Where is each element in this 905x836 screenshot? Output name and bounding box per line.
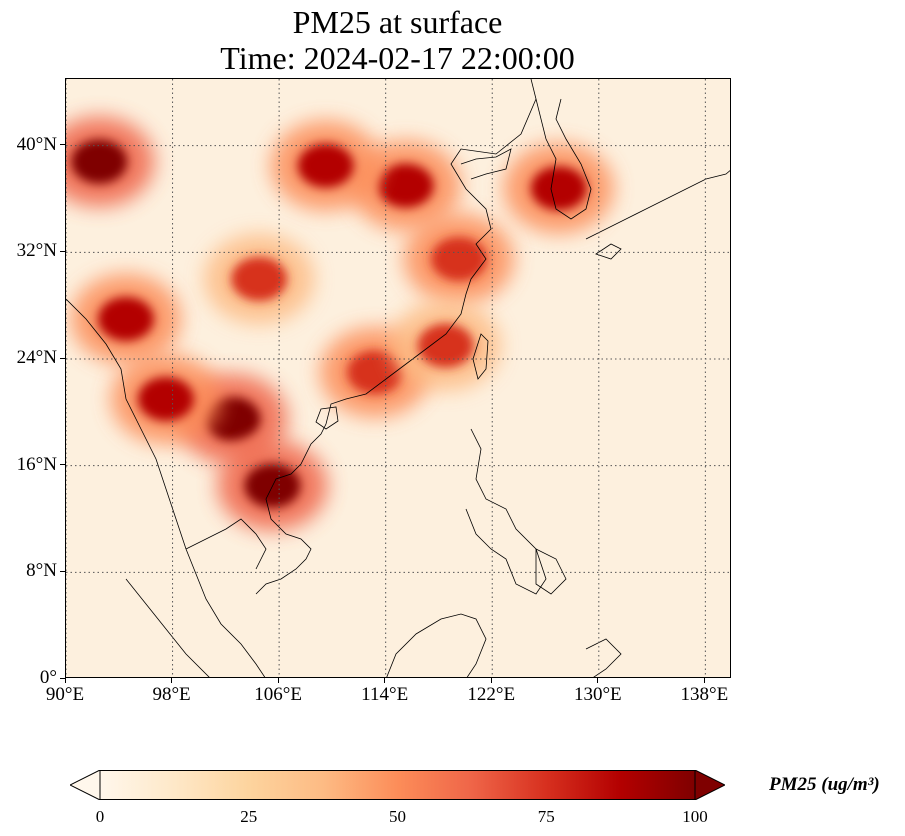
longitude-label: 130°E xyxy=(573,684,622,705)
tick-latitude xyxy=(60,464,65,466)
latitude-label: 16°N xyxy=(16,453,57,475)
longitude-label: 90°E xyxy=(45,684,85,705)
colorbar xyxy=(68,769,727,801)
latitude-label: 32°N xyxy=(16,240,57,262)
gridlines xyxy=(66,79,730,677)
coastline-sumatra xyxy=(125,578,210,677)
colorbar-extend-max xyxy=(694,769,727,801)
colorbar-tick-label: 50 xyxy=(389,807,406,826)
chart-subtitle-time: Time: 2024-02-17 22:00:00 xyxy=(220,40,575,76)
colorbar-extend-min xyxy=(68,769,101,801)
colorbar-gradient xyxy=(99,770,696,800)
tick-latitude xyxy=(60,357,65,359)
coastline-taiwan xyxy=(472,333,489,380)
colorbar-graphic xyxy=(68,769,727,801)
coastlines xyxy=(66,79,730,677)
coastline-gulf-of-thailand xyxy=(185,518,267,570)
longitude-label: 106°E xyxy=(254,684,302,705)
hotspot-core xyxy=(430,237,487,281)
latitude-label: 0° xyxy=(39,667,57,688)
coastline-borneo xyxy=(386,613,487,677)
latitude-label: 8°N xyxy=(26,560,57,582)
latitude-label: 40°N xyxy=(16,133,57,155)
colorbar-tick-label: 25 xyxy=(240,807,258,826)
hotspot-core xyxy=(347,350,404,395)
hotspot-core xyxy=(530,166,587,211)
coastline-shandong xyxy=(460,148,512,180)
tick-longitude xyxy=(277,678,279,683)
coastline-malay-peninsula xyxy=(185,548,266,677)
coastline-mindanao xyxy=(535,548,567,595)
tick-longitude xyxy=(384,678,386,683)
hotspot-core xyxy=(97,297,154,341)
hotspot-core xyxy=(297,143,354,188)
tick-latitude xyxy=(60,144,65,146)
longitude-label: 114°E xyxy=(361,684,409,705)
colorbar-tick-label: 75 xyxy=(537,807,555,826)
pm25-field-layer xyxy=(66,116,614,531)
hotspot-core xyxy=(417,323,474,368)
colorbar-label: PM25 (ug/m³) xyxy=(769,774,880,795)
tick-longitude xyxy=(64,678,66,683)
chart-title: PM25 at surface xyxy=(292,4,503,40)
coastline-philippines xyxy=(465,428,547,595)
tick-latitude xyxy=(60,250,65,252)
colorbar-tick-label: 0 xyxy=(95,807,105,826)
coastline-sulawesi xyxy=(585,638,622,677)
coastline-japan-south xyxy=(595,243,622,260)
tick-longitude xyxy=(490,678,492,683)
pm25-field-map xyxy=(66,79,730,677)
hotspot-core xyxy=(71,139,128,184)
longitude-label: 98°E xyxy=(152,684,191,705)
tick-latitude xyxy=(60,570,65,572)
coastline-myanmar-west xyxy=(66,298,187,550)
longitude-label: 138°E xyxy=(680,684,729,705)
coastline-hainan xyxy=(315,406,339,430)
longitude-label: 122°E xyxy=(467,684,516,705)
hotspot-core xyxy=(137,377,194,421)
map-panel xyxy=(65,78,731,678)
tick-longitude xyxy=(171,678,173,683)
coastline-china xyxy=(255,79,537,595)
tick-latitude xyxy=(60,677,65,679)
colorbar-tick-label: 100 xyxy=(682,807,708,826)
latitude-label: 24°N xyxy=(16,347,57,368)
tick-longitude xyxy=(703,678,705,683)
hotspot-core xyxy=(231,257,288,301)
coastline-korea xyxy=(535,98,592,220)
coastline-japan xyxy=(585,170,730,240)
hotspot-core xyxy=(377,163,434,208)
tick-longitude xyxy=(597,678,599,683)
